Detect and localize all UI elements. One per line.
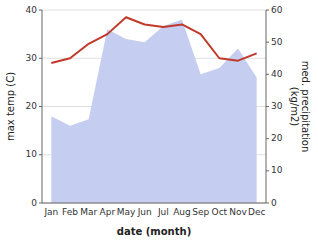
y-tick xyxy=(39,10,42,11)
chart: 0 10 20 30 40 0 10 20 30 40 50 60 Jan FebMarAprMayJun… xyxy=(0,0,318,247)
area xyxy=(51,20,256,203)
y2-tick xyxy=(266,42,269,43)
x-tick-label: Mar xyxy=(80,207,97,217)
x-tick-label: Jun xyxy=(137,207,152,217)
x-tick-label: Jul xyxy=(157,207,169,217)
y2-tick-label: 40 xyxy=(271,69,283,79)
x-tick-label: Dec xyxy=(248,207,265,217)
y2-tick xyxy=(266,138,269,139)
plot-area xyxy=(51,17,256,203)
y-tick-label: 40 xyxy=(26,5,38,15)
y-tick-label: 10 xyxy=(26,149,38,159)
y2-tick-label: 20 xyxy=(271,133,283,143)
y2-tick-label: 10 xyxy=(271,165,283,175)
y2-axis-label-line: med. precipitation xyxy=(300,61,311,153)
y-tick xyxy=(39,154,42,155)
y-tick-label: 30 xyxy=(26,53,38,63)
y-tick-label: 20 xyxy=(26,101,38,111)
line xyxy=(51,17,256,63)
y2-tick xyxy=(266,170,269,171)
x-tick-label: Sep xyxy=(192,207,209,217)
y-tick xyxy=(39,203,42,204)
y2-tick-label: 50 xyxy=(271,37,283,47)
x-tick-label: Jan xyxy=(43,207,58,217)
x-tick-label: May xyxy=(117,207,136,217)
y2-tick xyxy=(266,10,269,11)
y-tick xyxy=(39,58,42,59)
y2-tick xyxy=(266,203,269,204)
x-tick-label: Aug xyxy=(173,207,191,217)
x-tick-label: Nov xyxy=(229,207,247,217)
x-axis-line xyxy=(42,203,266,204)
y2-axis-label-line: (kg/m2) xyxy=(289,87,300,127)
x-tick-label: Apr xyxy=(100,207,116,217)
y-axis-label: max temp (C) xyxy=(5,72,16,141)
y2-tick xyxy=(266,74,269,75)
x-axis-label: date (month) xyxy=(117,226,191,237)
grid-line xyxy=(42,10,266,11)
y2-tick-label: 0 xyxy=(271,198,277,208)
y-tick-label: 0 xyxy=(31,198,37,208)
y2-tick-label: 30 xyxy=(271,101,283,111)
y2-axis-label: med. precipitation(kg/m2) xyxy=(289,61,311,153)
x-tick-label: Feb xyxy=(62,207,78,217)
x-tick-label: Oct xyxy=(212,207,228,217)
y-tick xyxy=(39,106,42,107)
grid-line xyxy=(42,203,266,204)
y2-tick xyxy=(266,106,269,107)
y2-tick-label: 60 xyxy=(271,5,283,15)
